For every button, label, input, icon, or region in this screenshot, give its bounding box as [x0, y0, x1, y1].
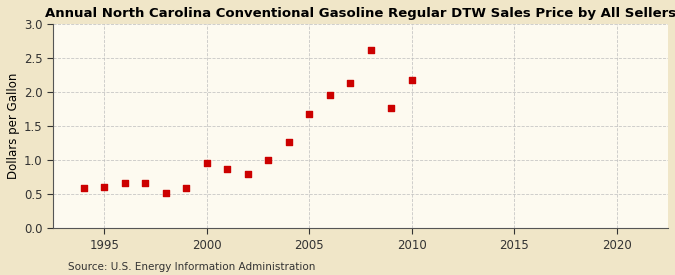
- Y-axis label: Dollars per Gallon: Dollars per Gallon: [7, 73, 20, 179]
- Point: [365, 48, 376, 52]
- Point: [386, 106, 397, 111]
- Point: [201, 161, 212, 165]
- Point: [263, 158, 274, 162]
- Point: [345, 81, 356, 85]
- Point: [99, 185, 110, 189]
- Point: [119, 180, 130, 185]
- Point: [304, 112, 315, 116]
- Point: [284, 139, 294, 144]
- Point: [406, 78, 417, 82]
- Point: [325, 92, 335, 97]
- Point: [222, 167, 233, 171]
- Point: [78, 186, 89, 190]
- Text: Source: U.S. Energy Information Administration: Source: U.S. Energy Information Administ…: [68, 262, 315, 272]
- Point: [242, 172, 253, 176]
- Point: [140, 180, 151, 185]
- Title: Annual North Carolina Conventional Gasoline Regular DTW Sales Price by All Selle: Annual North Carolina Conventional Gasol…: [45, 7, 675, 20]
- Point: [181, 186, 192, 190]
- Point: [161, 191, 171, 196]
